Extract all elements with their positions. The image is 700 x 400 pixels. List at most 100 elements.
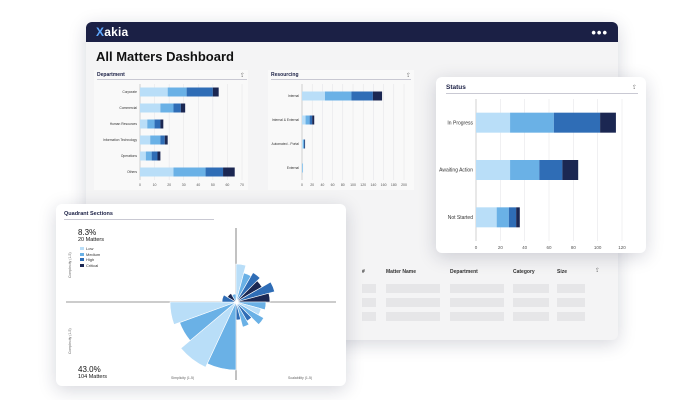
department-title: Department (97, 72, 125, 78)
bar-segment[interactable] (304, 139, 306, 149)
column-header-size[interactable]: Size (557, 269, 568, 275)
bar-segment[interactable] (180, 103, 186, 113)
bar-segment[interactable] (309, 115, 313, 125)
bar-segment[interactable] (205, 167, 224, 177)
x-tick-label: 70 (240, 183, 244, 187)
bar-segment[interactable] (223, 167, 235, 177)
quadrant-wedge[interactable] (180, 301, 237, 368)
bar-segment[interactable] (164, 135, 168, 145)
bar-segment[interactable] (305, 115, 310, 125)
bar-segment[interactable] (151, 151, 158, 161)
quadrant-chart (66, 228, 336, 380)
bar-segment[interactable] (140, 87, 168, 97)
matters-table: # Matter Name Department Category Size ⇪ (348, 264, 606, 332)
bar-segment[interactable] (302, 115, 306, 125)
quadrant-wedge[interactable] (235, 301, 250, 328)
export-icon[interactable]: ⇪ (632, 85, 638, 91)
bar-segment[interactable] (516, 207, 520, 228)
x-tick-label: 40 (320, 183, 324, 187)
quadrant-wedge[interactable] (231, 293, 237, 304)
table-cell (362, 298, 376, 307)
quadrant-wedge[interactable] (169, 301, 237, 325)
table-cell (386, 312, 440, 321)
bar-segment[interactable] (496, 207, 509, 228)
bar-segment[interactable] (140, 103, 161, 113)
export-icon[interactable]: ⇪ (595, 268, 601, 274)
menu-dots-icon[interactable]: ••• (591, 24, 608, 40)
category-label: Automated - Portal (272, 142, 300, 146)
bar-segment[interactable] (212, 87, 219, 97)
bar-segment[interactable] (476, 207, 497, 228)
x-tick-label: 60 (546, 245, 552, 250)
table-cell (513, 298, 549, 307)
legend-item-critical: Critical (80, 263, 100, 269)
export-icon[interactable]: ⇪ (406, 73, 412, 79)
bar-segment[interactable] (302, 91, 325, 101)
bar-segment[interactable] (157, 151, 161, 161)
bar-segment[interactable] (324, 91, 352, 101)
quadrant-wedge[interactable] (235, 272, 261, 303)
table-cell (386, 298, 440, 307)
bar-segment[interactable] (312, 115, 315, 125)
bar-segment[interactable] (147, 119, 155, 129)
bar-segment[interactable] (508, 207, 517, 228)
category-label: Commercial (119, 106, 137, 110)
divider (446, 93, 638, 94)
bar-segment[interactable] (303, 139, 305, 149)
bottom-quadrant-count: 104 Matters (78, 374, 108, 380)
top-quadrant-count: 20 Matters (78, 237, 104, 243)
bar-segment[interactable] (539, 160, 563, 180)
column-header-matter-name[interactable]: Matter Name (386, 269, 417, 275)
bar-segment[interactable] (160, 103, 174, 113)
bar-segment[interactable] (600, 112, 616, 133)
quadrant-wedge[interactable] (235, 281, 276, 303)
quadrant-wedge[interactable] (235, 292, 271, 303)
bar-segment[interactable] (351, 91, 373, 101)
column-header-category[interactable]: Category (513, 269, 535, 275)
bar-segment[interactable] (302, 163, 304, 173)
status-card: Status ⇪ 0 20 40 60 80 100 120 In Progress Await… (436, 77, 646, 253)
export-icon[interactable]: ⇪ (240, 73, 246, 79)
bar-segment[interactable] (145, 151, 152, 161)
bottom-quadrant-percent: 43.0% (78, 365, 101, 374)
bar-segment[interactable] (160, 135, 165, 145)
table-cell (513, 284, 549, 293)
bar-segment[interactable] (150, 135, 161, 145)
x-tick-label: 0 (301, 183, 303, 187)
x-tick-label: 10 (153, 183, 157, 187)
bar-segment[interactable] (302, 163, 303, 173)
bar-segment[interactable] (372, 91, 383, 101)
bar-segment[interactable] (562, 160, 579, 180)
status-chart: 0 20 40 60 80 100 120 In Progress Awaiting Actio… (439, 99, 626, 250)
x-axis-label-right: Scalability (1-5) (288, 376, 313, 380)
category-label: External (287, 166, 299, 170)
x-axis-label-left: Simplicity (1-5) (171, 376, 195, 380)
column-header-number[interactable]: # (362, 269, 365, 275)
column-header-department[interactable]: Department (450, 269, 478, 275)
bar-segment[interactable] (140, 167, 174, 177)
bar-segment[interactable] (476, 160, 511, 180)
bar-segment[interactable] (476, 112, 511, 133)
quadrant-wedge[interactable] (226, 292, 237, 303)
bar-segment[interactable] (140, 151, 146, 161)
bar-segment[interactable] (510, 112, 554, 133)
quadrant-wedge[interactable] (235, 301, 265, 326)
bar-segment[interactable] (186, 87, 213, 97)
category-label: Others (127, 170, 137, 174)
x-tick-label: 80 (571, 245, 577, 250)
x-tick-label: 40 (522, 245, 528, 250)
bar-segment[interactable] (160, 119, 164, 129)
app-logo[interactable]: Xakia (96, 25, 129, 39)
bar-segment[interactable] (154, 119, 161, 129)
bar-segment[interactable] (302, 139, 304, 149)
bar-segment[interactable] (173, 103, 181, 113)
bar-segment[interactable] (510, 160, 540, 180)
bar-segment[interactable] (173, 167, 206, 177)
bar-segment[interactable] (140, 135, 151, 145)
category-label: Operations (121, 154, 137, 158)
quadrant-title: Quadrant Sections (64, 211, 113, 217)
bar-segment[interactable] (167, 87, 187, 97)
bar-segment[interactable] (140, 119, 148, 129)
bar-segment[interactable] (553, 112, 601, 133)
bar-segment[interactable] (304, 139, 305, 149)
